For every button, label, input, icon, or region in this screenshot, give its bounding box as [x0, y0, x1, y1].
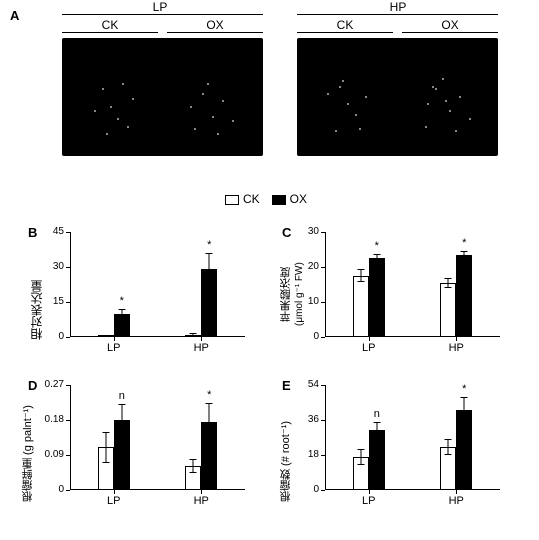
errorbar [121, 404, 122, 435]
bar-ck [440, 283, 456, 337]
lp-ox-label: OX [205, 18, 225, 32]
xtick-label: LP [99, 495, 129, 507]
sig-marker: * [458, 383, 470, 395]
panel-label-E: E [282, 378, 291, 393]
sig-marker: * [203, 239, 215, 251]
ytick-label: 54 [291, 379, 319, 390]
sig-marker: * [203, 389, 215, 401]
xtick-label: HP [186, 495, 216, 507]
ytick-label: 0.27 [36, 379, 64, 390]
ytick-label: 0.09 [36, 449, 64, 460]
xtick-label: HP [441, 342, 471, 354]
errorbar [376, 254, 377, 262]
legend-ck: CK [225, 192, 260, 206]
panel-label-C: C [282, 225, 291, 240]
ytitle-D: 根瘤鲜重 (g palnt⁻¹) [20, 397, 36, 502]
hp-ox-label: OX [440, 18, 460, 32]
errorbar [360, 449, 361, 465]
ytick-label: 18 [291, 449, 319, 460]
bar-ck [353, 276, 369, 337]
xtick-label: LP [354, 495, 384, 507]
ytick-label: 0 [291, 484, 319, 495]
ytick-label: 36 [291, 414, 319, 425]
ytick-label: 0.18 [36, 414, 64, 425]
lp-ck-label: CK [100, 18, 120, 32]
xtick-label: HP [441, 495, 471, 507]
ytick-label: 30 [36, 261, 64, 272]
hp-group-label: HP [383, 0, 413, 14]
ytick-label: 20 [291, 261, 319, 272]
ytick-label: 0 [291, 331, 319, 342]
ytick-label: 45 [36, 226, 64, 237]
errorbar [448, 278, 449, 289]
bar-ox [369, 430, 385, 490]
lp-ck-line [62, 32, 158, 33]
errorbar [193, 333, 194, 336]
ytick-label: 30 [291, 226, 319, 237]
lp-group-line [62, 14, 263, 15]
lp-group-label: LP [145, 0, 175, 14]
errorbar [105, 335, 106, 337]
ytick-label: 0 [36, 331, 64, 342]
sig-marker: * [116, 295, 128, 307]
image-panel-hp [297, 38, 498, 156]
errorbar [376, 422, 377, 438]
errorbar [464, 251, 465, 259]
bar-ox [369, 258, 385, 337]
xtick-label: LP [354, 342, 384, 354]
image-panel-lp [62, 38, 263, 156]
hp-ck-label: CK [335, 18, 355, 32]
hp-group-line [297, 14, 498, 15]
sig-marker: n [371, 408, 383, 420]
chart-C: 0102030LP*HP* [325, 232, 500, 337]
errorbar [209, 403, 210, 440]
xtick-label: LP [99, 342, 129, 354]
ytick-label: 0 [36, 484, 64, 495]
lp-ox-line [167, 32, 263, 33]
hp-ox-line [402, 32, 498, 33]
errorbar [464, 397, 465, 424]
legend: CK OX [225, 192, 307, 206]
sig-marker: n [116, 390, 128, 402]
errorbar [360, 269, 361, 282]
chart-B: 0153045LP*HP* [70, 232, 245, 337]
panel-label-A: A [10, 8, 19, 23]
sig-marker: * [458, 237, 470, 249]
errorbar [209, 253, 210, 286]
chart-E: 0183654LPnHP* [325, 385, 500, 490]
sig-marker: * [371, 240, 383, 252]
legend-ox: OX [272, 192, 307, 206]
bar-ox [456, 255, 472, 337]
errorbar [121, 309, 122, 318]
errorbar [193, 459, 194, 473]
xtick-label: HP [186, 342, 216, 354]
ytick-label: 10 [291, 296, 319, 307]
errorbar [448, 439, 449, 455]
hp-ck-line [297, 32, 393, 33]
chart-D: 00.090.180.27LPnHP* [70, 385, 245, 490]
errorbar [105, 432, 106, 463]
ytick-label: 15 [36, 296, 64, 307]
